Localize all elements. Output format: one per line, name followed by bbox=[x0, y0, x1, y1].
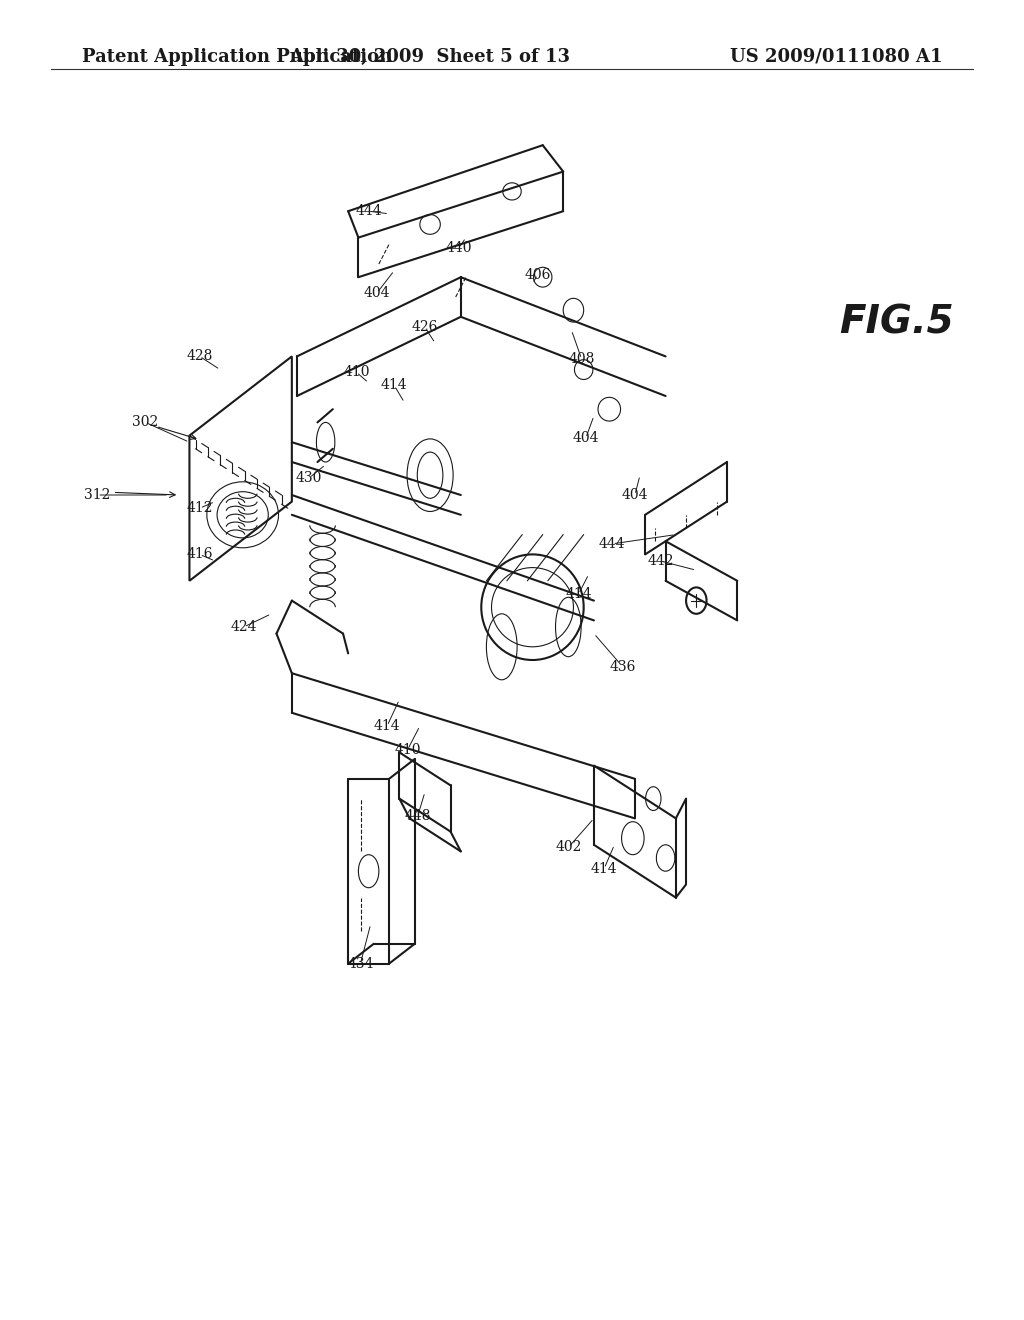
Text: 302: 302 bbox=[132, 416, 159, 429]
Text: 442: 442 bbox=[647, 554, 674, 568]
Text: 312: 312 bbox=[84, 488, 111, 502]
Text: 440: 440 bbox=[445, 242, 472, 255]
Text: 410: 410 bbox=[343, 366, 370, 379]
Text: 410: 410 bbox=[394, 743, 421, 756]
Text: 444: 444 bbox=[599, 537, 626, 550]
Text: US 2009/0111080 A1: US 2009/0111080 A1 bbox=[729, 48, 942, 66]
Text: 414: 414 bbox=[565, 587, 592, 601]
Text: 414: 414 bbox=[374, 719, 400, 733]
Text: 404: 404 bbox=[622, 488, 648, 502]
Text: 426: 426 bbox=[412, 321, 438, 334]
Text: 436: 436 bbox=[609, 660, 636, 673]
Text: 402: 402 bbox=[555, 841, 582, 854]
Text: 404: 404 bbox=[364, 286, 390, 300]
Text: 424: 424 bbox=[230, 620, 257, 634]
Text: 416: 416 bbox=[186, 548, 213, 561]
Text: 408: 408 bbox=[568, 352, 595, 366]
Text: 428: 428 bbox=[186, 350, 213, 363]
Text: 444: 444 bbox=[355, 205, 382, 218]
Text: Apr. 30, 2009  Sheet 5 of 13: Apr. 30, 2009 Sheet 5 of 13 bbox=[290, 48, 570, 66]
Text: 406: 406 bbox=[524, 268, 551, 281]
Text: 414: 414 bbox=[381, 379, 408, 392]
Text: 412: 412 bbox=[186, 502, 213, 515]
Text: FIG.5: FIG.5 bbox=[840, 304, 954, 342]
Text: 448: 448 bbox=[404, 809, 431, 822]
Text: Patent Application Publication: Patent Application Publication bbox=[82, 48, 392, 66]
Text: 414: 414 bbox=[591, 862, 617, 875]
Text: 404: 404 bbox=[572, 432, 599, 445]
Text: 434: 434 bbox=[347, 957, 374, 970]
Text: 430: 430 bbox=[296, 471, 323, 484]
